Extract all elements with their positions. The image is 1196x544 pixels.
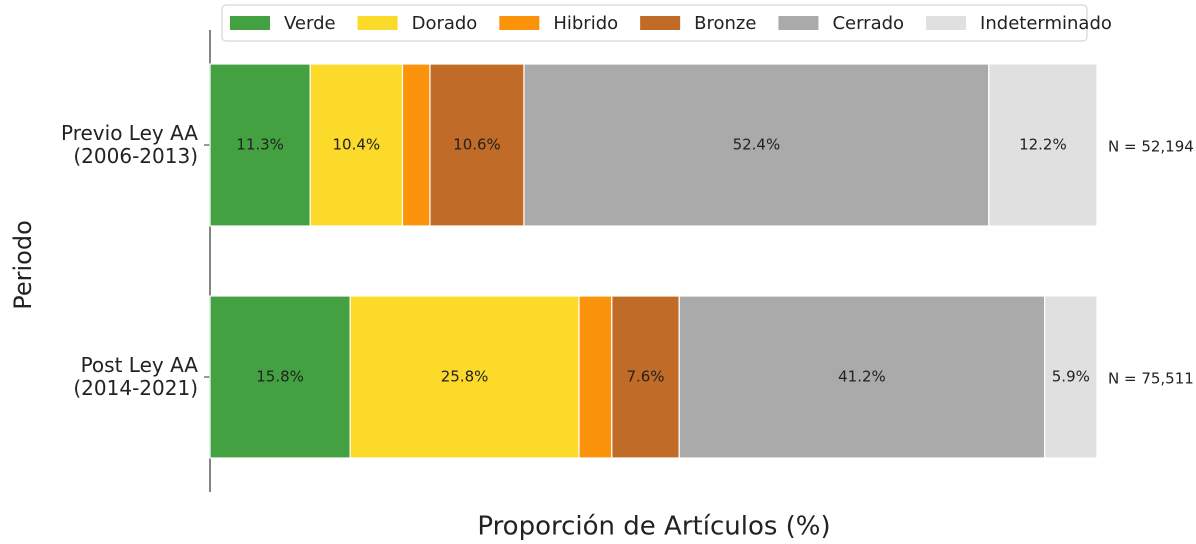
bar-segment (309, 63, 404, 227)
legend-label: Dorado (412, 13, 478, 34)
bar-segment (209, 295, 351, 459)
bar-segment (349, 295, 580, 459)
y-tick-label: Post Ley AA (2014-2021) (73, 353, 198, 400)
legend-label: Hibrido (553, 13, 618, 34)
data-label: 10.6% (453, 136, 501, 154)
bar-segment (578, 295, 613, 459)
y-axis-label: Periodo (9, 220, 37, 310)
data-label: 15.8% (256, 368, 304, 386)
legend-swatch (499, 16, 540, 30)
bar-segment (429, 63, 525, 227)
data-label: 25.8% (441, 368, 489, 386)
bar-segment (678, 295, 1046, 459)
data-label: 52.4% (733, 136, 781, 154)
data-label: 41.2% (838, 368, 886, 386)
bar-segment (209, 63, 311, 227)
data-label: 5.9% (1052, 368, 1090, 386)
annotation: N = 75,511 (1108, 370, 1194, 388)
legend-swatch (640, 16, 681, 30)
legend-swatch (778, 16, 819, 30)
legend-label: Bronze (694, 13, 756, 34)
data-label: 10.4% (333, 136, 381, 154)
bar-segment (988, 63, 1098, 227)
legend-label: Cerrado (832, 13, 904, 34)
data-label: 11.3% (236, 136, 284, 154)
legend-swatch (357, 16, 398, 30)
data-label: 7.6% (626, 368, 664, 386)
legend-swatch (926, 16, 967, 30)
annotation: N = 52,194 (1108, 138, 1194, 156)
legend-label: Verde (284, 13, 336, 34)
x-axis-label: Proporción de Artículos (%) (477, 512, 830, 542)
y-tick-label: Previo Ley AA (2006-2013) (61, 121, 198, 168)
bar-segment (611, 295, 680, 459)
legend: Verde Dorado Hibrido Bronze Cerrado Indetermi… (221, 4, 1112, 42)
legend-label: Indeterminado (980, 13, 1112, 34)
bar-segment (523, 63, 990, 227)
data-label: 12.2% (1019, 136, 1067, 154)
bar-segment (1044, 295, 1098, 459)
legend-swatch (230, 16, 270, 30)
bar-segment (401, 63, 431, 227)
